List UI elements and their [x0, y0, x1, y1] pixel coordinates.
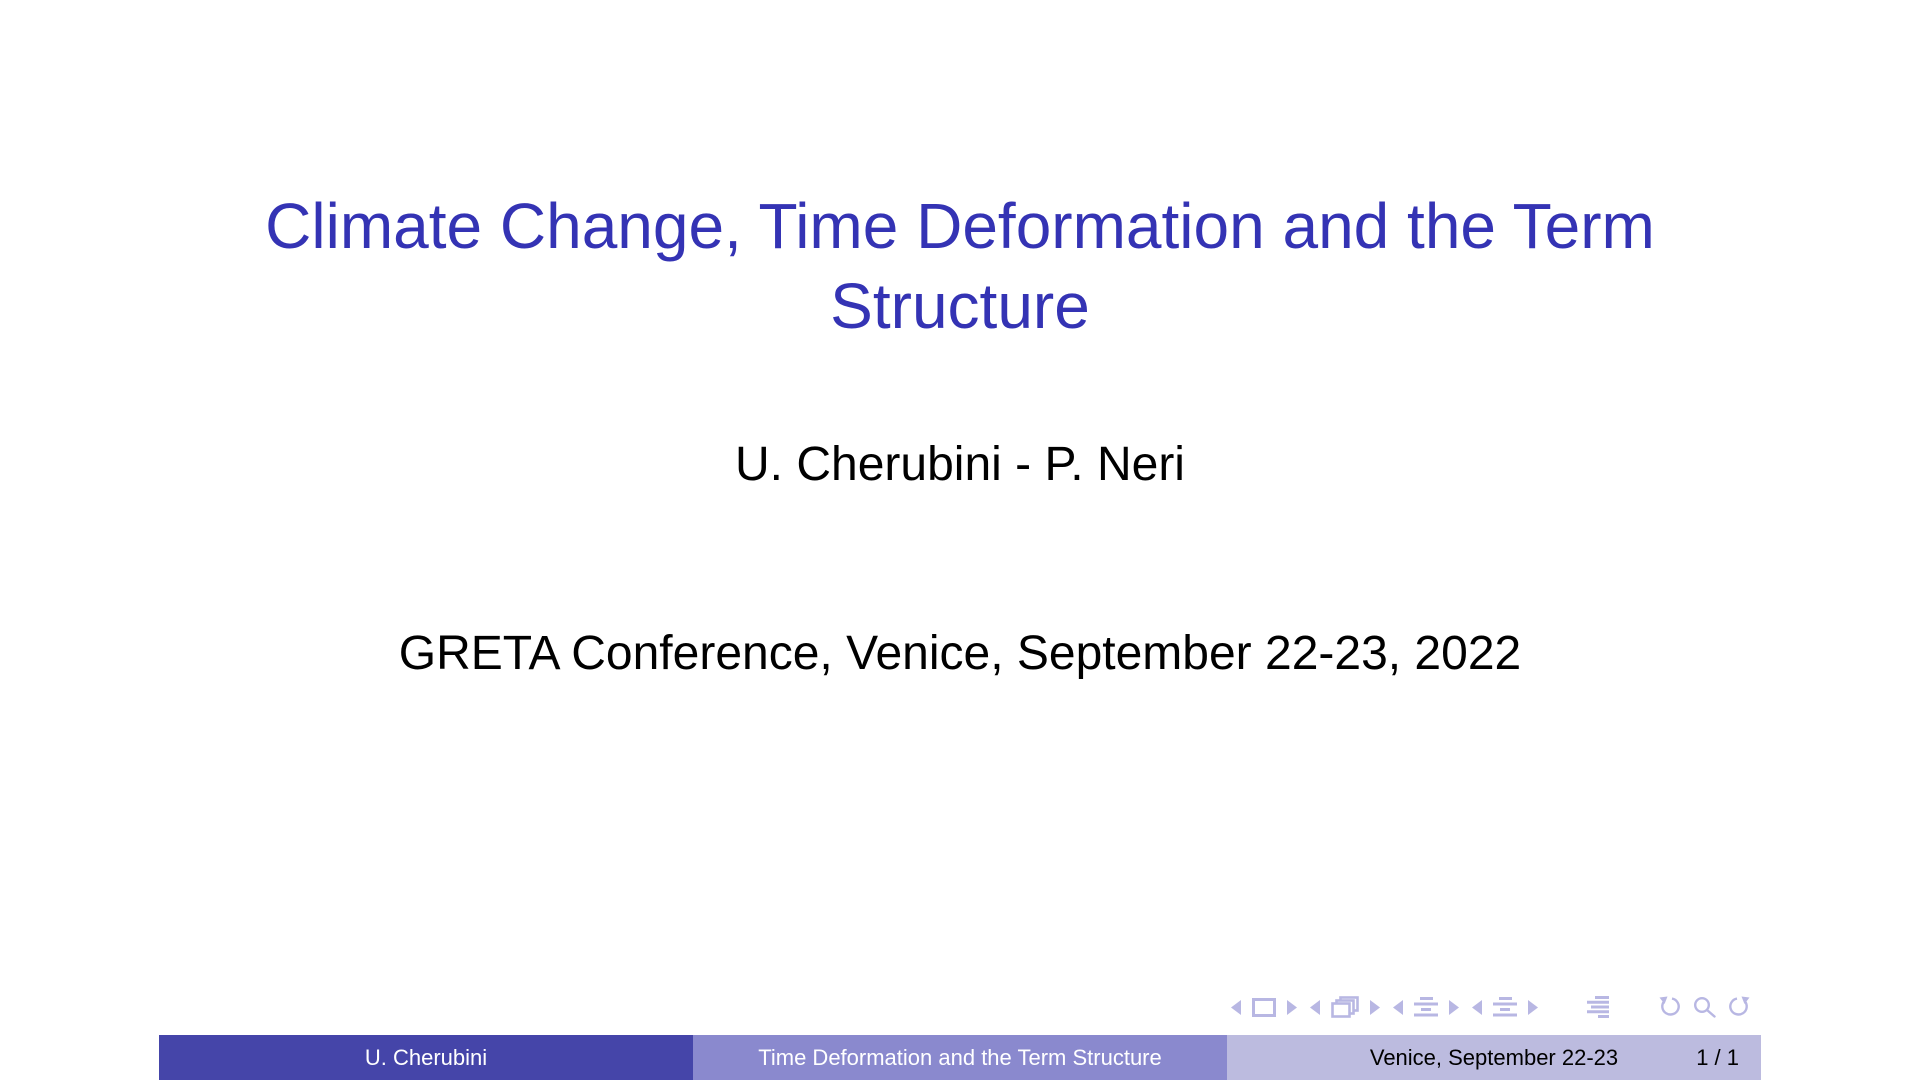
history-search-group [1657, 996, 1752, 1019]
next-subsection-arrow-icon[interactable] [1449, 999, 1459, 1015]
frame-navigation-group [1310, 995, 1380, 1019]
next-frame-arrow-icon[interactable] [1370, 999, 1380, 1015]
footline-bar: U. Cherubini Time Deformation and the Te… [159, 1035, 1761, 1080]
author-names: U. Cherubini - P. Neri [735, 438, 1185, 491]
subsection-navigation-group [1393, 997, 1459, 1017]
section-icon[interactable] [1493, 997, 1517, 1017]
next-slide-arrow-icon[interactable] [1287, 999, 1297, 1015]
footline-date-page: Venice, September 22-23 1 / 1 [1227, 1035, 1761, 1080]
presentation-icon[interactable] [1586, 996, 1613, 1018]
subsection-icon[interactable] [1414, 997, 1438, 1017]
navigation-symbols-bar [1231, 992, 1752, 1022]
prev-subsection-arrow-icon[interactable] [1393, 999, 1403, 1015]
prev-frame-arrow-icon[interactable] [1310, 999, 1320, 1015]
prev-slide-arrow-icon[interactable] [1231, 999, 1241, 1015]
slide-title-line-1: Climate Change, Time Deformation and the… [265, 190, 1655, 262]
prev-section-arrow-icon[interactable] [1472, 999, 1482, 1015]
forward-icon[interactable] [1728, 996, 1752, 1018]
footline-short-title: Time Deformation and the Term Structure [693, 1035, 1227, 1080]
slide-title: Climate Change, Time Deformation and the… [210, 186, 1710, 346]
frames-icon[interactable] [1331, 995, 1359, 1019]
slide-navigation-group [1231, 997, 1297, 1017]
search-icon[interactable] [1692, 996, 1717, 1019]
back-icon[interactable] [1657, 996, 1681, 1018]
page-indicator: 1 / 1 [1696, 1045, 1739, 1070]
section-navigation-group [1472, 997, 1538, 1017]
slide-title-line-2: Structure [830, 270, 1090, 342]
slide-icon[interactable] [1252, 997, 1276, 1017]
footline-author: U. Cherubini [159, 1035, 693, 1080]
conference-info: GRETA Conference, Venice, September 22-2… [398, 627, 1522, 680]
next-section-arrow-icon[interactable] [1528, 999, 1538, 1015]
footline-date: Venice, September 22-23 [1369, 1045, 1619, 1070]
